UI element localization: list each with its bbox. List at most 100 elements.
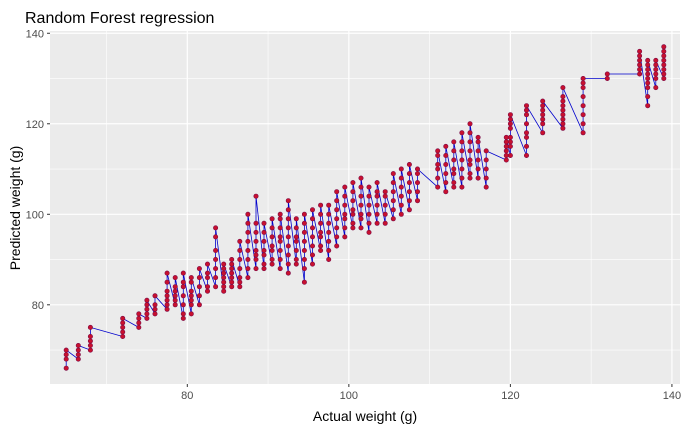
data-point (180, 293, 186, 299)
data-point (152, 293, 158, 299)
data-point (293, 234, 299, 240)
data-point (269, 248, 275, 254)
y-tick-label: 80 (32, 300, 44, 312)
data-point (398, 184, 404, 190)
data-point (580, 76, 586, 82)
data-point (507, 139, 513, 145)
data-point (229, 256, 235, 262)
data-point (172, 288, 178, 294)
data-point (406, 207, 412, 213)
data-point (120, 333, 126, 339)
data-point (261, 220, 267, 226)
data-point (253, 266, 259, 272)
data-point (475, 157, 481, 163)
data-point (451, 180, 457, 186)
data-point (180, 311, 186, 317)
data-point (637, 67, 643, 73)
data-point (342, 216, 348, 222)
y-tick-label: 140 (26, 28, 44, 40)
data-point (390, 189, 396, 195)
data-point (213, 284, 219, 290)
data-point (309, 225, 315, 231)
data-point (237, 266, 243, 272)
data-point (221, 284, 227, 290)
data-point (213, 248, 219, 254)
data-point (560, 125, 566, 131)
data-point (309, 216, 315, 222)
data-point (451, 166, 457, 172)
data-point (503, 134, 509, 140)
data-point (645, 62, 651, 68)
data-point (398, 175, 404, 181)
data-point (253, 193, 259, 199)
data-point (414, 198, 420, 204)
data-point (523, 143, 529, 149)
data-point (277, 266, 283, 272)
data-point (334, 207, 340, 213)
data-point (560, 116, 566, 122)
data-point (75, 352, 81, 358)
data-point (285, 207, 291, 213)
data-point (293, 216, 299, 222)
data-point (229, 275, 235, 281)
data-point (358, 175, 364, 181)
data-point (237, 284, 243, 290)
data-point (366, 193, 372, 199)
y-axis-title: Predicted weight (g) (7, 146, 23, 271)
data-point (459, 148, 465, 154)
data-point (237, 248, 243, 254)
data-point (205, 288, 211, 294)
data-point (245, 266, 251, 272)
data-point (358, 216, 364, 222)
data-point (467, 162, 473, 168)
data-point (269, 261, 275, 267)
data-point (221, 261, 227, 267)
data-point (164, 293, 170, 299)
data-point (342, 193, 348, 199)
data-point (285, 252, 291, 258)
data-point (580, 103, 586, 109)
data-point (318, 229, 324, 235)
data-point (414, 166, 420, 172)
data-point (285, 198, 291, 204)
data-point (653, 76, 659, 82)
data-point (188, 293, 194, 299)
data-point (467, 130, 473, 136)
data-point (637, 62, 643, 68)
data-point (483, 184, 489, 190)
data-point (653, 85, 659, 91)
data-point (382, 193, 388, 199)
data-point (196, 302, 202, 308)
data-point (382, 220, 388, 226)
data-point (120, 320, 126, 326)
data-point (205, 284, 211, 290)
data-point (451, 184, 457, 190)
data-point (172, 293, 178, 299)
data-point (661, 53, 667, 59)
data-point (205, 261, 211, 267)
data-point (443, 162, 449, 168)
data-point (144, 302, 150, 308)
data-point (261, 261, 267, 267)
data-point (144, 315, 150, 321)
data-point (326, 220, 332, 226)
data-point (285, 216, 291, 222)
data-point (237, 256, 243, 262)
data-point (120, 324, 126, 330)
data-point (645, 94, 651, 100)
data-point (604, 71, 610, 77)
data-point (358, 193, 364, 199)
data-point (285, 243, 291, 249)
data-point (645, 76, 651, 82)
data-point (213, 256, 219, 262)
data-point (87, 324, 93, 330)
y-tick-label: 100 (26, 209, 44, 221)
data-point (342, 202, 348, 208)
data-point (604, 76, 610, 82)
data-point (334, 198, 340, 204)
data-point (188, 311, 194, 317)
data-point (435, 148, 441, 154)
data-point (221, 270, 227, 276)
data-point (277, 211, 283, 217)
data-point (390, 207, 396, 213)
